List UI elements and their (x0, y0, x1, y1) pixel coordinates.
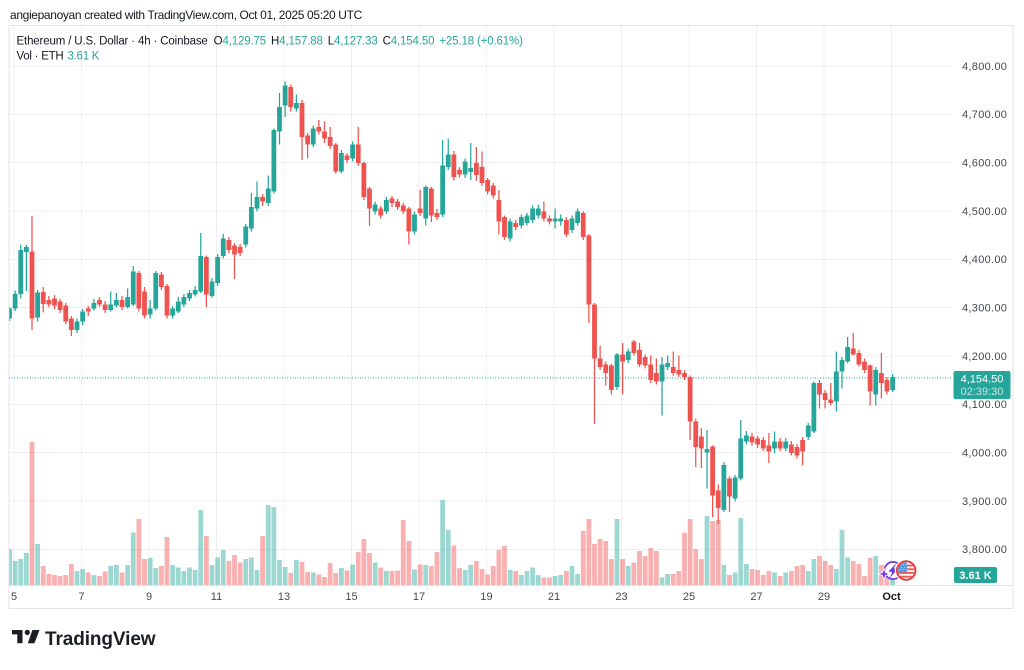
svg-text:3,800.00: 3,800.00 (962, 544, 1007, 556)
svg-text:TradingView: TradingView (45, 629, 156, 650)
svg-text:4,700.00: 4,700.00 (962, 109, 1007, 121)
svg-text:4,300.00: 4,300.00 (962, 302, 1007, 314)
svg-text:4,000.00: 4,000.00 (962, 447, 1007, 459)
svg-text:4,154.50: 4,154.50 (961, 374, 1004, 386)
svg-text:4,600.00: 4,600.00 (962, 158, 1007, 170)
svg-text:4,100.00: 4,100.00 (962, 399, 1007, 411)
svg-text:4,200.00: 4,200.00 (962, 351, 1007, 363)
svg-text:3.61 K: 3.61 K (959, 570, 991, 582)
svg-text:7: 7 (78, 591, 84, 603)
svg-text:29: 29 (818, 591, 830, 603)
svg-text:21: 21 (548, 591, 560, 603)
svg-text:25: 25 (683, 591, 695, 603)
svg-text:Oct: Oct (882, 591, 901, 603)
svg-text:02:39:30: 02:39:30 (961, 386, 1004, 398)
svg-text:27: 27 (750, 591, 762, 603)
svg-text:5: 5 (11, 591, 17, 603)
svg-text:4,400.00: 4,400.00 (962, 254, 1007, 266)
svg-text:3,900.00: 3,900.00 (962, 496, 1007, 508)
svg-text:17: 17 (413, 591, 425, 603)
svg-text:13: 13 (278, 591, 290, 603)
svg-text:19: 19 (480, 591, 492, 603)
svg-text:11: 11 (211, 591, 222, 603)
svg-text:9: 9 (146, 591, 152, 603)
svg-text:angiepanoyan created with Trad: angiepanoyan created with TradingView.co… (10, 8, 363, 22)
svg-text:4,500.00: 4,500.00 (962, 206, 1007, 218)
svg-text:15: 15 (345, 591, 357, 603)
svg-text:23: 23 (615, 591, 627, 603)
svg-text:4,800.00: 4,800.00 (962, 61, 1007, 73)
